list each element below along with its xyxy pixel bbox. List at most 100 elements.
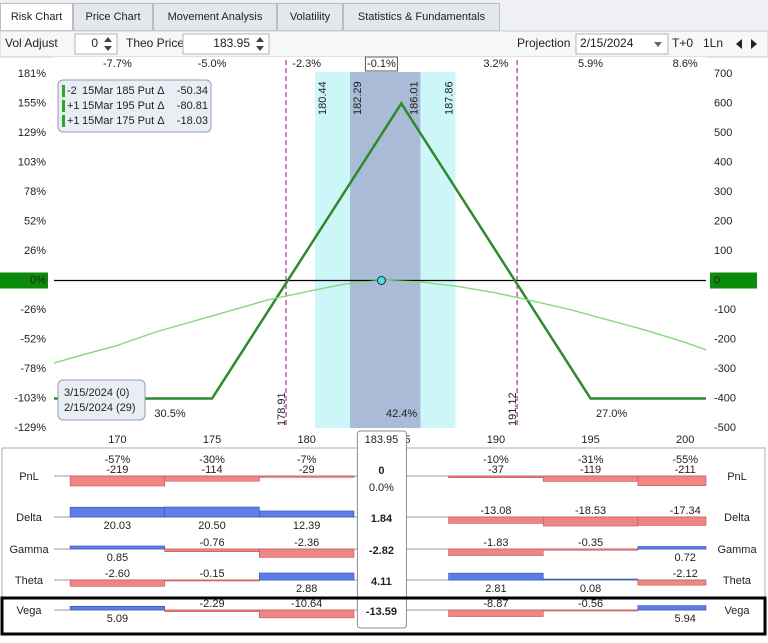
plot: 180.44 187.86 182.29 186.01 178.91 191.12 30.5…: [0, 56, 757, 446]
vol-adjust-value: 0: [91, 36, 98, 50]
greek-value: -0.15: [199, 568, 224, 580]
x2-tick-label: -2.3%: [292, 58, 321, 70]
greek-pct: -55%: [672, 454, 698, 466]
greek-bar-positive: [542, 578, 639, 581]
greek-bar-negative: [69, 579, 166, 587]
greek-bar-negative: [542, 609, 639, 612]
greek-value: 12.39: [293, 520, 321, 532]
greek-bar-negative: [164, 475, 260, 482]
current-greek-pct: 0.0%: [369, 482, 394, 494]
tab-label: Risk Chart: [11, 11, 62, 23]
range-label: 187.86: [443, 81, 455, 115]
greek-value: -2.29: [199, 598, 224, 610]
greek-bar-negative: [637, 579, 707, 586]
current-greek-value: 0: [378, 465, 384, 477]
payoff-line: [54, 101, 706, 400]
spin-down[interactable]: [256, 46, 264, 51]
position-bar: [62, 85, 65, 97]
greek-bar-positive: [637, 605, 707, 611]
range-label: 186.01: [408, 81, 420, 115]
spin-up[interactable]: [104, 37, 112, 42]
y-tick-label: 181%: [18, 68, 46, 80]
greek-value: 0.08: [580, 583, 601, 595]
greek-value: 20.50: [198, 520, 226, 532]
position-bar: [62, 115, 65, 127]
y2-tick-label: 400: [714, 156, 732, 168]
greek-value: -114: [201, 464, 222, 476]
current-greek-value: 4.11: [371, 576, 392, 588]
dropdown-arrow[interactable]: [654, 42, 662, 47]
greek-pct: -30%: [199, 454, 225, 466]
greek-bar-negative: [542, 548, 639, 551]
next-button[interactable]: [751, 39, 757, 49]
positions-box: [57, 79, 212, 133]
y-tick-label: 103%: [18, 156, 46, 168]
legend-box: [57, 379, 146, 421]
prev-button[interactable]: [736, 39, 742, 49]
greek-value: -37: [488, 464, 504, 476]
y2-tick-label: -200: [714, 333, 736, 345]
tab[interactable]: [73, 3, 153, 31]
probability-label: 30.5%: [154, 408, 185, 420]
greek-name: Vega: [724, 605, 750, 617]
t-plus: T+0: [672, 36, 693, 50]
greek-value: 5.09: [107, 613, 128, 625]
projection-label: Projection: [517, 36, 570, 50]
greek-value: 0.72: [674, 552, 695, 564]
projection-date-input[interactable]: [575, 33, 669, 55]
greek-bar-negative: [259, 475, 355, 478]
greek-value: -1.83: [483, 537, 508, 549]
greek-value: 2.81: [485, 583, 506, 595]
lines-count: 1Ln: [703, 36, 723, 50]
greek-bar-negative: [448, 475, 544, 478]
y2-tick-label: 200: [714, 215, 732, 227]
y2-tick-label: 700: [714, 68, 732, 80]
y2-tick-label: 500: [714, 127, 732, 139]
tab[interactable]: [153, 3, 277, 31]
x2-tick-label: 5.9%: [578, 58, 603, 70]
x2-tick-label: 8.6%: [673, 58, 698, 70]
position-delta: -80.81: [177, 100, 208, 112]
greek-bar-negative: [542, 516, 639, 527]
y2-tick-label: 600: [714, 97, 732, 109]
position-desc: 15Mar 175 Put Δ: [82, 115, 165, 127]
current-price-label: 183.95: [365, 434, 399, 446]
greek-value: 5.94: [674, 613, 695, 625]
x-tick-label: 180: [297, 434, 315, 446]
greek-value: -13.08: [480, 505, 511, 517]
greek-value: -211: [675, 464, 696, 476]
zero-badge: [0, 272, 48, 289]
y-tick-label: -26%: [20, 304, 46, 316]
greek-value: -10.64: [291, 598, 322, 610]
payoff-line: [53, 279, 707, 364]
y2-tick-label: 100: [714, 245, 732, 257]
greek-bar-negative: [164, 548, 260, 552]
x2-tick-label: 3.2%: [483, 58, 508, 70]
tab[interactable]: [343, 3, 500, 31]
greek-value: -29: [299, 464, 315, 476]
greek-bar-negative: [259, 609, 355, 619]
y2-tick-label: -100: [714, 304, 736, 316]
greek-value: -0.35: [578, 537, 603, 549]
position-bar: [62, 100, 65, 112]
y-tick-label: 129%: [18, 127, 46, 139]
y2-tick-label: -300: [714, 363, 736, 375]
greek-value: -219: [106, 464, 128, 476]
greek-value: -119: [580, 464, 601, 476]
greek-bar-negative: [448, 548, 544, 556]
greek-bar-positive: [448, 572, 544, 581]
greek-value: 2.88: [296, 583, 317, 595]
spin-down[interactable]: [104, 46, 112, 51]
position-qty: +1: [67, 115, 80, 127]
theo-price-input[interactable]: [182, 33, 270, 55]
position-qty: -2: [67, 85, 77, 97]
current-price-marker: [376, 276, 386, 285]
greek-name: Theta: [15, 575, 44, 587]
spin-up[interactable]: [256, 37, 264, 42]
y-tick-label: 26%: [24, 245, 46, 257]
greek-bar-positive: [259, 572, 355, 581]
greek-pct: -10%: [483, 454, 509, 466]
tab-label: Price Chart: [85, 11, 140, 23]
greek-pct: -7%: [297, 454, 317, 466]
